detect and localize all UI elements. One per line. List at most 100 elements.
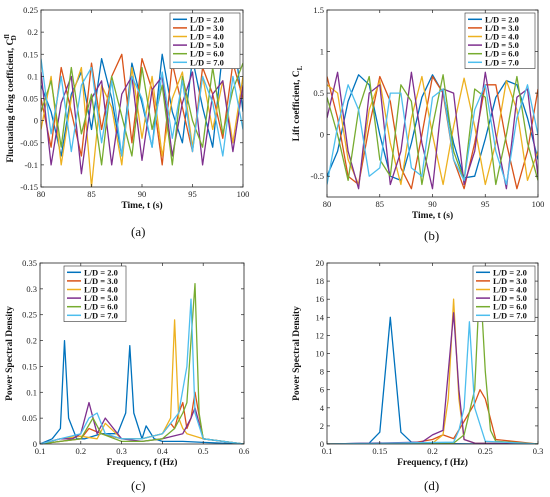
chart-panel-1: 80 85 90 95 100 -0.5 0 0.5 1 1.5 Time, t (s) Lift c… [292,5,544,221]
x-tick-label: 80 [37,189,46,199]
x-tick-label: 80 [323,199,332,209]
x-tick-label: 0.25 [478,446,493,456]
x-tick-label: 85 [376,199,385,209]
y-tick-label: 0 [34,116,38,126]
panel-label-b: (b) [424,228,440,243]
legend-label: L/D = 6.0 [84,302,118,312]
legend-label: L/D = 7.0 [190,57,224,67]
legend-label: L/D = 5.0 [485,40,519,50]
series-line-1 [40,339,244,444]
x-tick-label: 0.1 [35,446,46,456]
y-tick-label: 0.1 [26,387,37,397]
y-tick-label: 0.15 [22,361,37,371]
series-line-4 [327,312,538,444]
legend-label: L/D = 3.0 [84,276,118,286]
y-tick-label: 0.1 [27,71,38,81]
legend-label: L/D = 5.0 [84,293,118,303]
y-tick-label: 18 [316,276,325,286]
series-line-4 [327,71,538,190]
legend-label: L/D = 5.0 [190,40,224,50]
x-axis-label: Frequency, f (Hz) [107,457,178,468]
x-tick-label: 100 [237,189,250,199]
legend-label: L/D = 4.0 [493,285,527,295]
series-line-2 [327,75,538,190]
y-tick-label: 0.5 [313,88,324,98]
legend-label: L/D = 6.0 [190,49,224,59]
legend-label: L/D = 2.0 [493,267,527,277]
x-tick-label: 0.1 [322,446,333,456]
legend: L/D = 2.0L/D = 3.0L/D = 4.0L/D = 5.0L/D … [464,12,536,69]
legend-label: L/D = 7.0 [493,310,527,320]
series-line-6 [41,58,243,157]
plot-frame [39,262,245,445]
series-line-6 [327,84,538,186]
y-tick-label: 0 [320,130,324,140]
y-axis-label: Fluctuating drag coefficient, CflD [3,34,18,162]
x-tick-label: 0.2 [427,446,438,456]
legend-label: L/D = 2.0 [190,14,224,24]
x-axis-label: Time, t (s) [121,200,162,211]
y-tick-label: 1 [320,47,324,57]
y-tick-label: 0 [33,439,37,449]
y-tick-label: 0 [320,439,324,449]
legend: L/D = 2.0L/D = 3.0L/D = 4.0L/D = 5.0L/D … [63,265,127,322]
series-line-6 [40,298,244,444]
panel-label-c: (c) [131,478,146,493]
legend-box [63,265,127,322]
series-line-3 [327,75,538,186]
x-tick-label: 0.15 [372,446,387,456]
y-axis-label: Power Spectral Density [292,306,302,401]
series-line-2 [40,391,244,444]
series-line-4 [41,71,243,175]
legend-label: L/D = 7.0 [485,57,519,67]
y-tick-label: 0.05 [22,413,37,423]
x-tick-label: 0.3 [533,446,544,456]
x-tick-label: 0.2 [75,446,86,456]
x-tick-label: 0.6 [239,446,250,456]
legend-label: L/D = 3.0 [485,23,519,33]
x-tick-label: 0.4 [157,446,168,456]
legend: L/D = 2.0L/D = 3.0L/D = 4.0L/D = 5.0L/D … [472,265,536,322]
x-tick-label: 0.3 [116,446,127,456]
legend-label: L/D = 2.0 [84,267,118,277]
legend-label: L/D = 7.0 [84,310,118,320]
x-tick-label: 100 [532,199,545,209]
y-tick-label: 0.35 [22,258,37,268]
series-line-5 [327,74,538,186]
series-line-1 [327,74,538,182]
legend-box [464,12,536,69]
chart-panel-2: 0.1 0.2 0.3 0.4 0.5 0.6 0 0.05 0.1 0.15 0.2 0.25 0.3… [5,258,249,468]
legend-label: L/D = 4.0 [84,285,118,295]
chart-panel-0: 80 85 90 95 100 -0.15 -0.1 -0.05 0 0.05 0.1 0.15 0.2… [3,5,249,211]
y-tick-label: -0.15 [20,182,38,192]
x-tick-label: 90 [138,189,147,199]
y-tick-label: 0.2 [26,336,37,346]
y-tick-label: 14 [316,312,325,322]
y-axis-label: Power Spectral Density [5,306,15,401]
x-tick-label: 90 [428,199,437,209]
y-tick-label: 2 [320,421,324,431]
legend-label: L/D = 3.0 [493,276,527,286]
y-tick-label: 0.25 [23,5,38,15]
x-tick-label: 85 [87,189,96,199]
y-tick-label: 0.15 [23,49,38,59]
legend-label: L/D = 5.0 [493,293,527,303]
series-line-5 [40,283,244,444]
y-tick-label: 10 [316,349,325,359]
y-tick-label: -0.1 [25,160,38,170]
y-tick-label: 4 [320,403,325,413]
y-tick-label: 8 [320,367,324,377]
x-axis-label: Frequency, f (Hz) [397,457,468,468]
y-tick-label: 16 [316,294,325,304]
series-line-2 [327,389,538,444]
x-tick-label: 95 [481,199,490,209]
legend-box [472,265,536,322]
legend-label: L/D = 6.0 [485,49,519,59]
legend-label: L/D = 6.0 [493,302,527,312]
y-tick-label: 0.3 [26,284,37,294]
series-line-3 [41,66,243,187]
x-tick-label: 0.5 [198,446,209,456]
panel-label-a: (a) [131,224,146,239]
series-line-3 [40,319,244,444]
